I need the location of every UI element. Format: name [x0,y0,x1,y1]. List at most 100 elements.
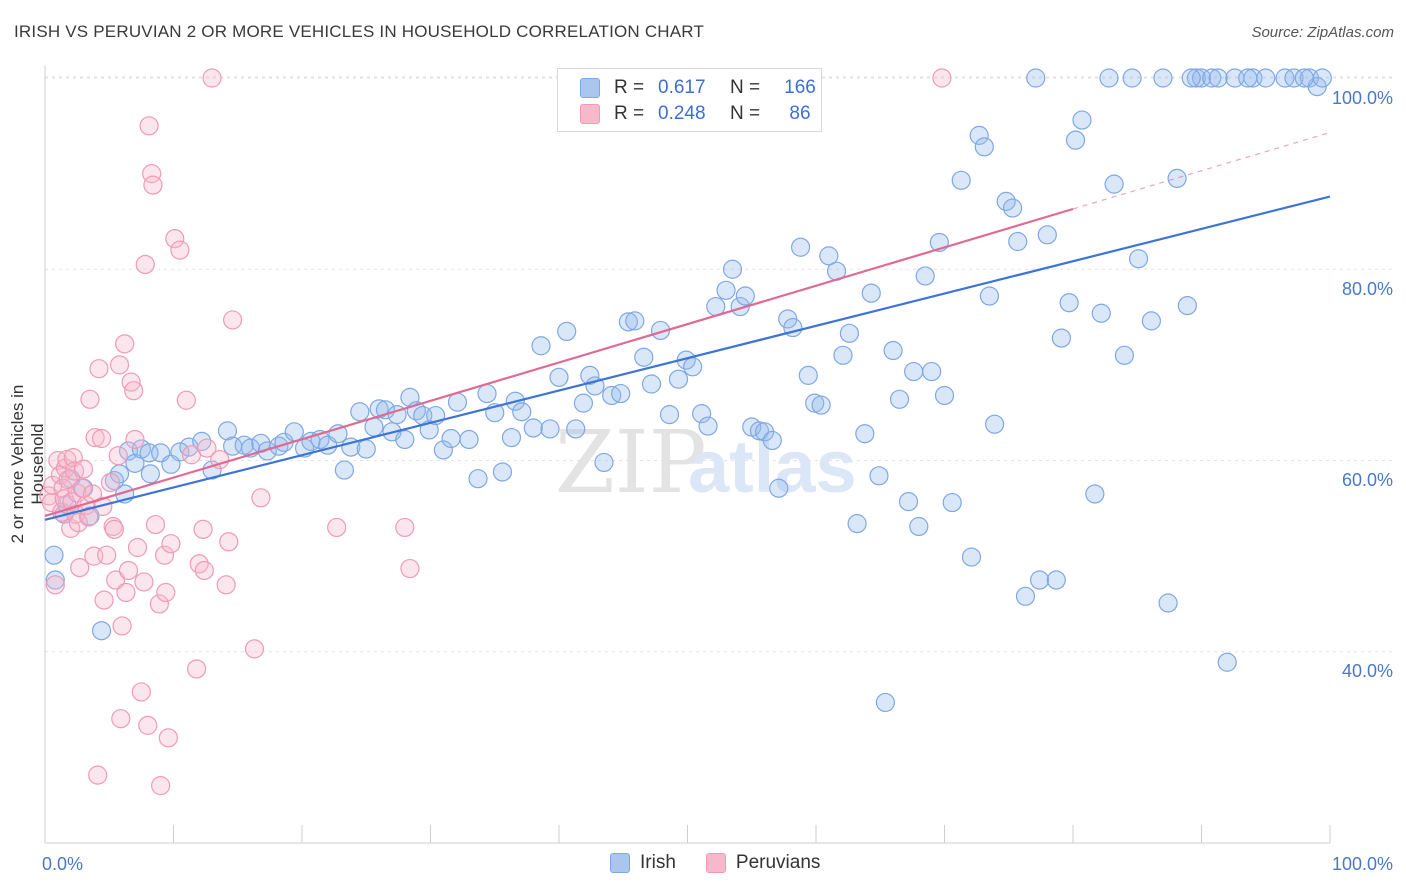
point-irish [979,286,1000,306]
point-irish [1153,68,1173,88]
point-irish [1217,652,1237,672]
point-peruvians [100,472,121,493]
point-peruvians [131,682,151,702]
point-irish [1091,303,1111,323]
point-irish [790,237,811,257]
point-irish [1256,68,1276,88]
point-irish [934,385,955,406]
point-peruvians [70,557,90,578]
point-peruvians [73,459,94,479]
point-irish [334,460,355,480]
point-irish [641,374,662,394]
point-irish [1008,231,1028,252]
point-irish [1104,174,1124,194]
y-tick-label-40: 40.0% [1342,661,1393,681]
legend-label-irish: Irish [640,852,676,873]
point-irish [969,125,989,145]
point-irish [433,440,453,460]
point-irish [618,312,638,332]
point-peruvians [161,534,181,554]
point-irish [985,414,1005,434]
point-irish [839,323,860,343]
point-irish [1294,68,1314,88]
legend-item-peruvians[interactable]: Peruvians [705,852,821,874]
axis-ticks [44,66,1331,844]
point-irish [217,421,238,441]
point-irish [889,389,910,409]
point-peruvians [88,765,108,785]
point-irish [735,286,755,306]
point-irish [811,395,831,415]
series-legend: Irish Peruvians [610,852,850,874]
point-irish [441,428,461,449]
point-irish [869,466,889,486]
point-irish [716,280,736,300]
point-irish [1099,68,1119,88]
legend-r-value: 0.617 [658,77,706,98]
point-irish [875,692,895,713]
point-irish [922,361,942,382]
point-irish [45,570,65,590]
point-peruvians [135,254,155,275]
point-peruvians [176,390,196,410]
point-irish [861,283,881,303]
point-irish [257,441,277,461]
y-tick-label-100: 100.0% [1332,88,1393,108]
point-irish [883,340,903,361]
legend-n-label: N = [730,77,761,98]
point-irish [1114,345,1135,365]
point-irish [468,469,488,489]
point-peruvians [932,68,952,88]
point-irish [1059,293,1079,313]
legend-swatch-irish [610,853,630,873]
point-peruvians [395,517,415,538]
legend-swatch-peruvians [705,853,726,873]
y-tick-label-80: 80.0% [1342,279,1393,299]
point-irish [1141,311,1161,331]
point-irish [1158,593,1178,613]
point-peruvians [158,728,178,748]
point-irish [44,545,64,565]
point-peruvians [127,537,148,558]
point-peruvians [112,616,132,636]
point-irish [1065,130,1086,150]
point-peruvians [151,776,171,796]
legend-n-label: N = [730,103,761,124]
legend-n-value: 86 [789,103,811,124]
point-peruvians [251,488,271,508]
y-tick-label-60: 60.0% [1342,470,1393,490]
point-irish [1051,328,1072,348]
point-irish [634,347,654,367]
point-irish [659,405,680,425]
point-irish [492,462,513,482]
legend-label-peruvians: Peruvians [735,852,821,873]
point-irish [594,452,614,473]
point-irish [1015,586,1036,606]
point-irish [1238,68,1258,88]
point-peruvians [80,389,100,409]
point-irish [1046,570,1066,590]
point-irish [898,492,919,512]
point-irish [692,404,712,424]
source-label: Source: ZipAtlas.com [1251,24,1394,41]
trend-extension-peruvians [1072,131,1331,210]
point-irish [531,336,551,356]
point-irish [170,442,190,462]
point-peruvians [91,428,112,449]
gridlines [45,76,1394,653]
point-irish [904,361,924,382]
series-irish [44,68,1332,713]
point-irish [573,393,594,413]
point-peruvians [116,582,136,603]
watermark-zip: ZIP [555,413,707,513]
point-peruvians [400,558,420,579]
stats-legend: R = 0.617 N = 166 R = 0.248 N = 86 [557,68,822,132]
point-irish [356,439,376,459]
point-peruvians [106,570,126,590]
point-peruvians [85,427,105,448]
point-peruvians [165,229,185,249]
point-peruvians [327,517,347,538]
point-irish [375,400,396,420]
legend-item-irish[interactable]: Irish [610,852,676,874]
